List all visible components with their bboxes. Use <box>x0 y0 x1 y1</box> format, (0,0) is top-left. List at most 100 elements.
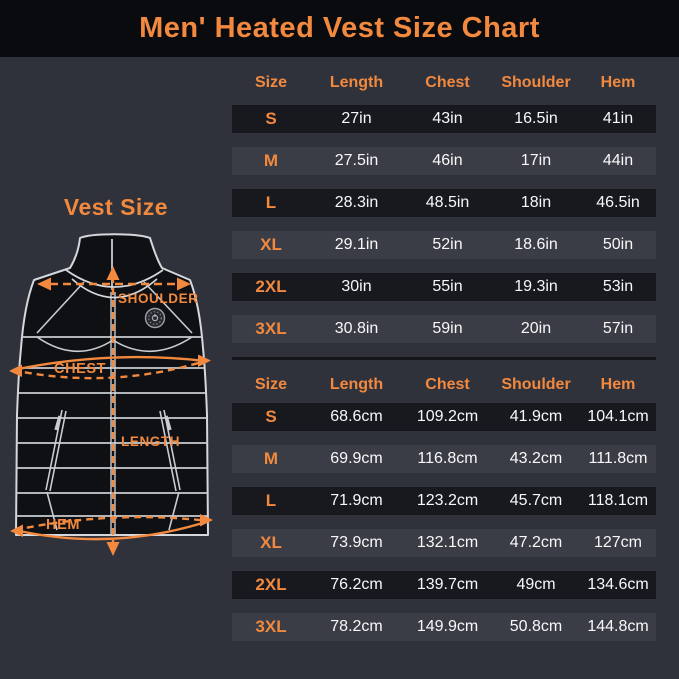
hem-value: 46.5in <box>596 194 640 211</box>
column-header-length: Length <box>329 376 384 393</box>
table-row-2xl-cm: 2XL 76.2cm 139.7cm 49cm 134.6cm <box>232 571 656 599</box>
hem-value: 134.6cm <box>587 576 649 593</box>
shoulder-value: 20in <box>520 320 552 337</box>
length-value: 71.9cm <box>330 492 383 509</box>
chest-value: 52in <box>432 236 463 253</box>
hem-measure-arrow <box>10 514 213 541</box>
inches-table-header: Size Length Chest Shoulder Hem <box>232 69 656 97</box>
shoulder-annotation-label: SHOULDER <box>118 291 199 306</box>
chest-value: 46in <box>432 152 463 169</box>
size-label: 2XL <box>255 277 287 296</box>
vest-illustration: SHOULDER CHEST LENGTH HEM <box>9 233 213 556</box>
hem-annotation-label: HEM <box>46 517 80 533</box>
shoulder-value: 49cm <box>516 576 556 593</box>
column-header-hem: Hem <box>600 74 636 91</box>
chest-value: 149.9cm <box>416 618 479 635</box>
column-header-shoulder: Shoulder <box>501 376 571 393</box>
length-value: 28.3in <box>334 194 379 211</box>
size-tables-panel: Size Length Chest Shoulder Hem S 27in 43… <box>232 57 656 655</box>
table-row-xl-cm: XL 73.9cm 132.1cm 47.2cm 127cm <box>232 529 656 557</box>
chest-value: 109.2cm <box>416 408 479 425</box>
length-value: 76.2cm <box>330 576 383 593</box>
size-label: L <box>265 491 277 510</box>
column-header-size: Size <box>254 376 287 393</box>
shoulder-value: 18in <box>520 194 552 211</box>
length-value: 30in <box>341 278 372 295</box>
chest-annotation-label: CHEST <box>54 361 106 377</box>
size-label: XL <box>260 235 282 254</box>
length-measure-arrow <box>106 266 120 556</box>
table-row-s-in: S 27in 43in 16.5in 41in <box>232 105 656 133</box>
hem-value: 118.1cm <box>587 492 649 509</box>
hem-value: 41in <box>602 110 634 127</box>
chest-measure-arrow <box>9 354 211 380</box>
vest-size-heading: Vest Size <box>63 194 169 220</box>
hem-value: 111.8cm <box>588 450 648 467</box>
table-row-l-cm: L 71.9cm 123.2cm 45.7cm 118.1cm <box>232 487 656 515</box>
hem-value: 57in <box>602 320 634 337</box>
size-label: S <box>265 407 277 426</box>
hem-value: 50in <box>602 236 634 253</box>
vest-zipper <box>110 292 116 534</box>
column-header-hem: Hem <box>600 376 636 393</box>
length-annotation-label: LENGTH <box>121 434 180 449</box>
length-value: 73.9cm <box>330 534 383 551</box>
length-value: 30.8in <box>334 320 379 337</box>
hem-value: 144.8cm <box>587 618 649 635</box>
length-value: 69.9cm <box>330 450 383 467</box>
hem-value: 104.1cm <box>587 408 649 425</box>
length-value: 68.6cm <box>330 408 383 425</box>
table-row-s-cm: S 68.6cm 109.2cm 41.9cm 104.1cm <box>232 403 656 431</box>
size-label: 3XL <box>255 319 287 338</box>
cm-table-header: Size Length Chest Shoulder Hem <box>232 371 656 399</box>
shoulder-value: 43.2cm <box>509 450 563 467</box>
length-value: 27.5in <box>334 152 379 169</box>
vest-pockets <box>45 409 181 531</box>
chest-value: 132.1cm <box>416 534 479 551</box>
column-header-length: Length <box>329 74 384 91</box>
size-label: 2XL <box>255 575 287 594</box>
length-value: 29.1in <box>334 236 379 253</box>
power-button-icon <box>144 307 166 329</box>
chest-value: 59in <box>432 320 463 337</box>
shoulder-value: 19.3in <box>514 278 558 295</box>
table-row-3xl-cm: 3XL 78.2cm 149.9cm 50.8cm 144.8cm <box>232 613 656 641</box>
column-header-chest: Chest <box>425 74 470 91</box>
size-label: XL <box>260 533 282 552</box>
table-row-3xl-in: 3XL 30.8in 59in 20in 57in <box>232 315 656 343</box>
size-label: M <box>263 151 279 170</box>
shoulder-value: 17in <box>520 152 552 169</box>
table-row-xl-in: XL 29.1in 52in 18.6in 50in <box>232 231 656 259</box>
hem-value: 53in <box>602 278 634 295</box>
chest-value: 123.2cm <box>416 492 479 509</box>
size-label: M <box>263 449 279 468</box>
table-row-m-cm: M 69.9cm 116.8cm 43.2cm 111.8cm <box>232 445 656 473</box>
chest-value: 139.7cm <box>416 576 479 593</box>
page-title: Men' Heated Vest Size Chart <box>139 12 540 44</box>
table-row-l-in: L 28.3in 48.5in 18in 46.5in <box>232 189 656 217</box>
size-label: L <box>265 193 277 212</box>
chest-value: 116.8cm <box>417 450 478 467</box>
length-value: 27in <box>341 110 372 127</box>
length-value: 78.2cm <box>330 618 383 635</box>
hem-value: 44in <box>602 152 634 169</box>
table-divider <box>232 357 656 360</box>
chest-value: 48.5in <box>425 194 470 211</box>
shoulder-value: 47.2cm <box>509 534 563 551</box>
size-label: S <box>265 109 277 128</box>
shoulder-measure-arrow <box>37 277 191 291</box>
column-header-size: Size <box>254 74 287 91</box>
shoulder-value: 18.6in <box>514 236 558 253</box>
table-row-2xl-in: 2XL 30in 55in 19.3in 53in <box>232 273 656 301</box>
shoulder-value: 45.7cm <box>509 492 563 509</box>
column-header-chest: Chest <box>425 376 470 393</box>
vest-panel: Vest Size <box>0 57 232 679</box>
shoulder-value: 50.8cm <box>509 618 563 635</box>
column-header-shoulder: Shoulder <box>501 74 571 91</box>
shoulder-value: 41.9cm <box>509 408 563 425</box>
title-band: Men' Heated Vest Size Chart <box>0 0 679 57</box>
size-label: 3XL <box>255 617 287 636</box>
chest-value: 55in <box>432 278 463 295</box>
chest-value: 43in <box>432 110 463 127</box>
hem-value: 127cm <box>593 534 643 551</box>
